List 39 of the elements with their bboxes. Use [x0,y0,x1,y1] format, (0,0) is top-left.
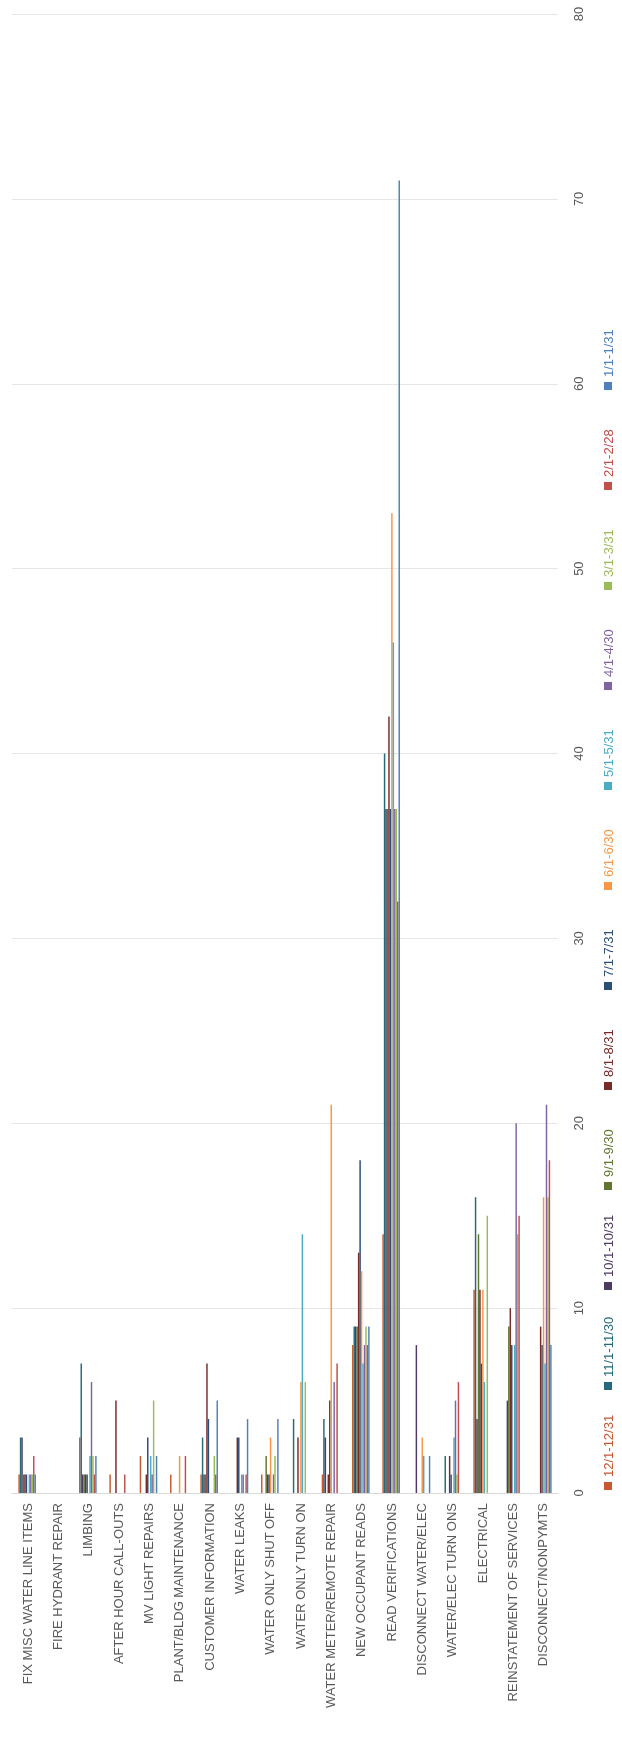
x-tick-label: REINSTATEMENT OF SERVICES [505,1502,520,1702]
text: 3/1-3/31 [600,529,616,577]
text: 2/1-2/28 [600,429,616,477]
x-tick-label: WATER/ELEC TURN ONS [444,1502,460,1658]
x-tick-label: CUSTOMER INFORMATION [201,1503,217,1671]
y-tick-label: 40 [571,746,586,761]
text: 9/1-9/30 [600,1129,616,1177]
x-tick-label: WATER METER/REMOTE REPAIR [323,1503,338,1708]
x-tick-label: READ VERIFICATIONS [383,1502,399,1642]
y-tick-label: 60 [571,376,586,391]
x-tick-label: LIMBING [80,1503,96,1557]
x-tick-label: AFTER HOUR CALL-OUTS [110,1502,126,1665]
x-tick-label: NEW OCCUPANT READS [353,1502,369,1658]
text: 7/1-7/31 [600,929,616,977]
y-tick-label: 80 [571,6,586,22]
y-tick-label: 50 [571,561,586,576]
text: 12/1-12/31 [600,1414,616,1477]
x-tick-label: PLANT/BLDG MAINTENANCE [171,1502,187,1683]
text: 5/1-5/31 [600,729,616,777]
y-tick-label: 10 [571,1300,586,1316]
x-tick-label: FIX MISC WATER LINE ITEMS [19,1502,35,1685]
x-tick-label: DISCONNECT WATER/ELEC [414,1503,429,1676]
x-tick-label: WATER ONLY TURN ON [292,1503,308,1649]
text: 11/1-11/30 [600,1316,616,1377]
text: 6/1-6/30 [600,829,616,877]
text: 4/1-4/30 [600,629,616,677]
y-tick-label: 0 [571,1489,586,1497]
text: 8/1-8/31 [600,1029,616,1077]
y-tick-label: 70 [571,191,586,207]
x-tick-label: FIRE HYDRANT REPAIR [50,1503,65,1650]
x-tick-label: WATER ONLY SHUT OFF [262,1502,278,1655]
x-tick-label: WATER LEAKS [232,1502,247,1595]
x-tick-label: MV LIGHT REPAIRS [141,1502,156,1624]
text: 10/1-10/31 [600,1214,616,1277]
x-tick-label: ELECTRICAL [474,1503,490,1584]
y-tick-label: 20 [571,1116,586,1131]
y-tick-label: 30 [571,931,586,946]
text: 1/1-1/31 [600,329,616,377]
x-tick-label: DISCONNECT/NONPYMTS [535,1502,551,1667]
